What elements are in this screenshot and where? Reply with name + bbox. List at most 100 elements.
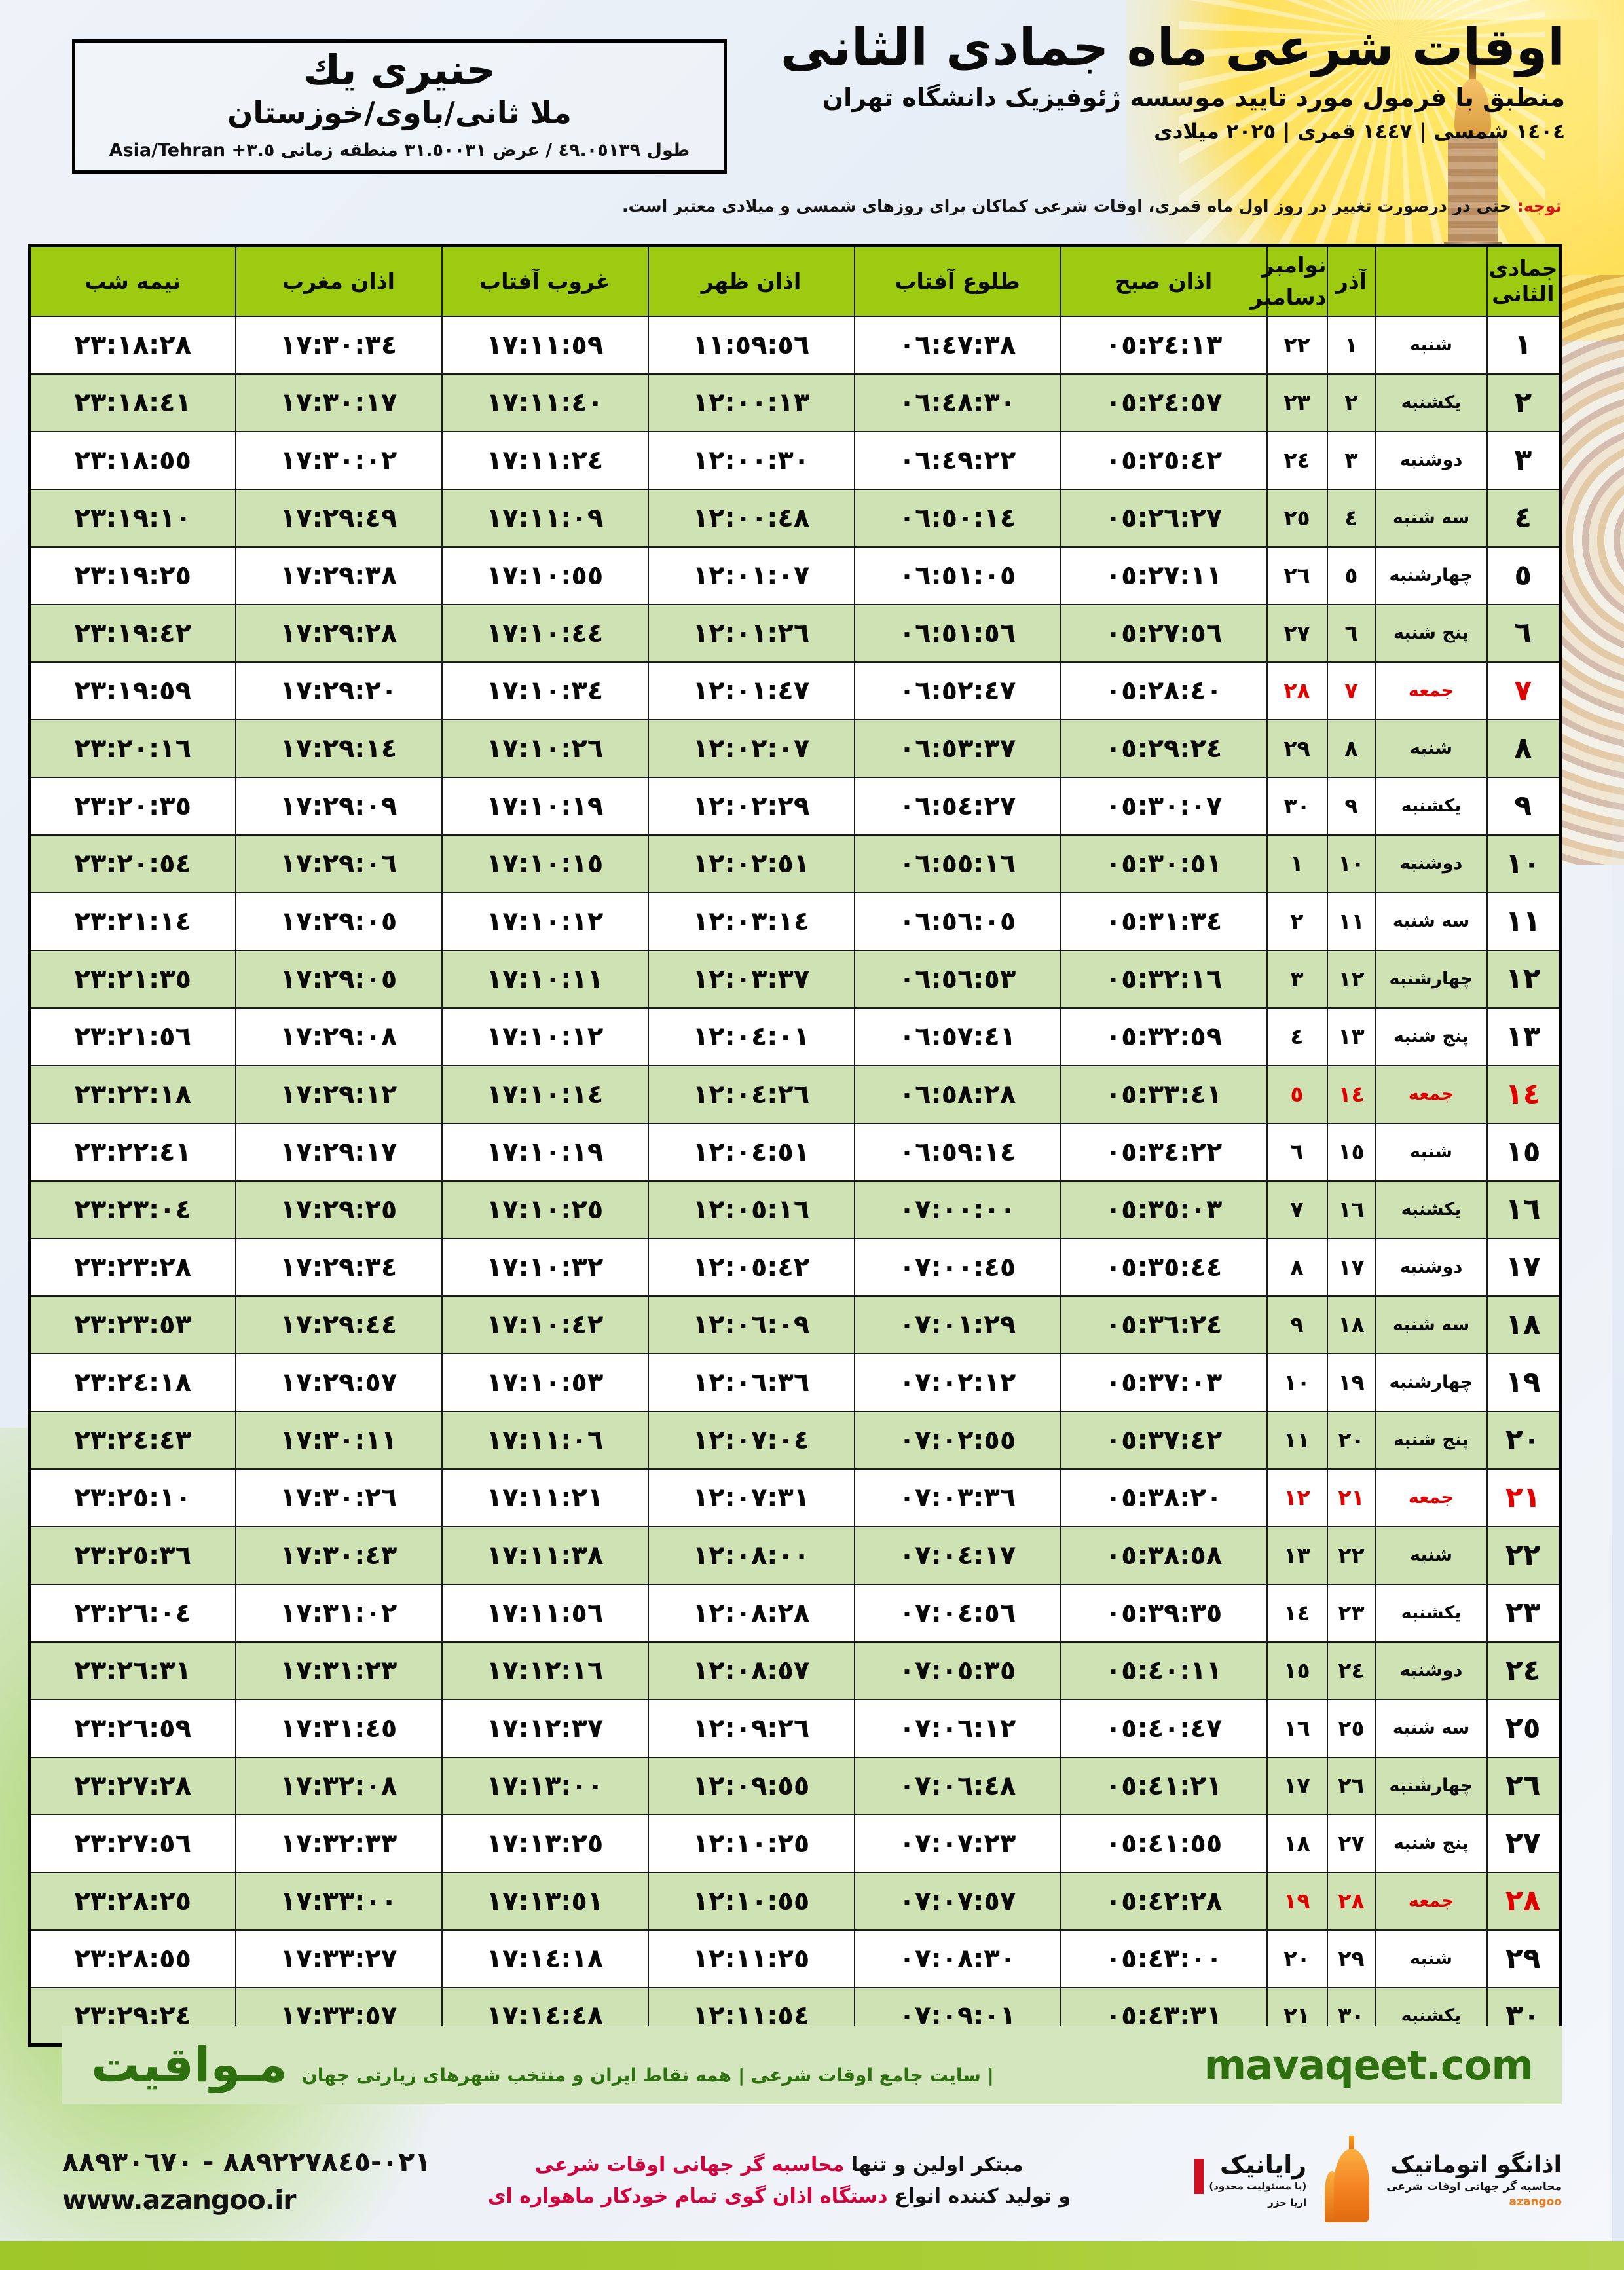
cell-fajr-time: ٠٥:٣٧:٤٢ [1060,1410,1268,1470]
table-row: ٩ یکشنبه ٩ ٣٠ ٠٥:٣٠:٠٧ ٠٦:٥٤:٢٧ ١٢:٠٢:٢٩ ١٧:١٠:… [28,776,1561,836]
table-row: ١٠ دوشنبه ١٠ ١ ٠٥:٣٠:٥١ ٠٦:٥٥:١٦ ١٢:٠٢:٥١ ١٧:١٠… [28,834,1561,893]
cell-hijri-day: ٢٠ [1486,1410,1561,1470]
cell-sunset-time: ١٧:١٠:١٩ [441,776,649,836]
cell-sunset-time: ١٧:١٠:٣٤ [441,661,649,720]
cell-weekday: یکشنبه [1375,776,1488,836]
cell-sunrise-time: ٠٦:٥١:٥٦ [853,603,1061,663]
cell-maghrib-time: ١٧:٢٩:٠٦ [234,834,443,893]
cell-gregorian-day: ٢٤ [1266,430,1328,490]
header-sunset: غروب آفتاب [441,244,649,317]
cell-gregorian-day: ١٩ [1266,1871,1328,1931]
page-subtitle: منطبق با فرمول مورد تایید موسسه ژئوفیزیک… [822,83,1565,113]
mavaqeet-brand: مـواقیت [91,2037,287,2093]
cell-maghrib-time: ١٧:٣١:٢٣ [234,1641,443,1700]
cell-gregorian-day: ٢٠ [1266,1929,1328,1988]
header-gregorian-top: نوامبر [1261,251,1327,278]
prayer-times-table: جمادی الثانی آذر نوامبر دسامبر اذان صبح … [28,244,1562,2047]
cell-jalali-day: ١٩ [1326,1352,1376,1412]
cell-sunrise-time: ٠٧:٠٤:١٧ [853,1525,1061,1585]
cell-midnight-time: ٢٣:٢٧:٢٨ [28,1756,236,1815]
cell-fajr-time: ٠٥:٣٥:٠٣ [1060,1180,1268,1239]
cell-fajr-time: ٠٥:٣٠:٠٧ [1060,776,1268,836]
cell-jalali-day: ٦ [1326,603,1376,663]
cell-weekday: شنبه [1375,718,1488,778]
cell-jalali-day: ٥ [1326,546,1376,605]
cell-weekday: پنج شنبه [1375,1814,1488,1873]
cell-weekday: شنبه [1375,1122,1488,1182]
cell-weekday: یکشنبه [1375,1180,1488,1239]
header-jalali: آذر [1326,244,1376,317]
cell-sunset-time: ١٧:١٣:٢٥ [441,1814,649,1873]
cell-sunset-time: ١٧:١٠:٢٥ [441,1180,649,1239]
cell-dhuhr-time: ١٢:٠٢:٥١ [647,834,855,893]
table-row: ١٧ دوشنبه ١٧ ٨ ٠٥:٣٥:٤٤ ٠٧:٠٠:٤٥ ١٢:٠٥:٤٢ ١٧:١٠… [28,1237,1561,1297]
cell-fajr-time: ٠٥:٣٩:٣٥ [1060,1583,1268,1643]
cell-fajr-time: ٠٥:٢٥:٤٢ [1060,430,1268,490]
azangoo-logo-text: اذانگو اتوماتیک محاسبه گر جهانی اوقات شر… [1386,2153,1562,2209]
cell-hijri-day: ٤ [1486,488,1561,548]
cell-jalali-day: ٢٧ [1326,1814,1376,1873]
cell-weekday: جمعه [1375,1468,1488,1527]
cell-midnight-time: ٢٣:٢٨:٥٥ [28,1929,236,1988]
mavaqeet-url[interactable]: mavaqeet.com [1204,2041,1534,2089]
cell-jalali-day: ٢ [1326,373,1376,432]
cell-dhuhr-time: ١٢:٠٩:٥٥ [647,1756,855,1815]
cell-gregorian-day: ٢٨ [1266,661,1328,720]
cell-midnight-time: ٢٣:٢١:١٤ [28,891,236,951]
rayaneek-sub2: اربا خزر [1268,2197,1307,2208]
header-maghrib: اذان مغرب [234,244,443,317]
cell-fajr-time: ٠٥:٣٢:٥٩ [1060,1007,1268,1066]
cell-gregorian-day: ٢٥ [1266,488,1328,548]
cell-sunset-time: ١٧:١٠:١٥ [441,834,649,893]
cell-sunrise-time: ٠٦:٤٨:٣٠ [853,373,1061,432]
cell-midnight-time: ٢٣:٢٣:٠٤ [28,1180,236,1239]
cell-hijri-day: ٢١ [1486,1468,1561,1527]
cell-hijri-day: ١٤ [1486,1064,1561,1124]
cell-sunset-time: ١٧:١١:٣٨ [441,1525,649,1585]
cell-gregorian-day: ١١ [1266,1410,1328,1470]
cell-hijri-day: ٢٤ [1486,1641,1561,1700]
header-fajr: اذان صبح [1060,244,1268,317]
cell-gregorian-day: ٣٠ [1266,776,1328,836]
location-subtitle: ملا ثانی/باوی/خوزستان [227,95,572,131]
cell-sunrise-time: ٠٦:٥٣:٣٧ [853,718,1061,778]
cell-sunrise-time: ٠٦:٥٩:١٤ [853,1122,1061,1182]
cell-midnight-time: ٢٣:٢٣:٢٨ [28,1237,236,1297]
promo-line-2-highlight: دستگاه اذان گوی تمام خودکار ماهواره ای [488,2185,888,2208]
cell-fajr-time: ٠٥:٢٤:١٣ [1060,315,1268,375]
cell-sunset-time: ١٧:١٤:١٨ [441,1929,649,1988]
cell-hijri-day: ٢٧ [1486,1814,1561,1873]
note-tag: توجه: [1517,196,1562,215]
cell-gregorian-day: ١ [1266,834,1328,893]
table-row: ١٢ چهارشنبه ١٢ ٣ ٠٥:٣٢:١٦ ٠٦:٥٦:٥٣ ١٢:٠٣:٣٧ ١٧:… [28,949,1561,1009]
cell-sunset-time: ١٧:١٠:١٢ [441,1007,649,1066]
cell-midnight-time: ٢٣:١٩:٤٢ [28,603,236,663]
contact-block: ٠٢١-٨٨٩٢٢٧٨٤٥ - ٨٨٩٣٠٦٧٠ www.azangoo.ir [62,2146,468,2216]
cell-fajr-time: ٠٥:٣٨:٢٠ [1060,1468,1268,1527]
cell-sunrise-time: ٠٧:٠٥:٣٥ [853,1641,1061,1700]
cell-weekday: چهارشنبه [1375,546,1488,605]
cell-weekday: چهارشنبه [1375,949,1488,1009]
cell-gregorian-day: ٦ [1266,1122,1328,1182]
cell-midnight-time: ٢٣:٢٤:١٨ [28,1352,236,1412]
cell-fajr-time: ٠٥:٣١:٣٤ [1060,891,1268,951]
cell-sunrise-time: ٠٧:٠٧:٢٣ [853,1814,1061,1873]
table-head: جمادی الثانی آذر نوامبر دسامبر اذان صبح … [28,244,1561,317]
table-row: ٨ شنبه ٨ ٢٩ ٠٥:٢٩:٢٤ ٠٦:٥٣:٣٧ ١٢:٠٢:٠٧ ١٧:١٠:٢٦… [28,718,1561,778]
cell-sunset-time: ١٧:١٠:٥٣ [441,1352,649,1412]
cell-jalali-day: ٢٢ [1326,1525,1376,1585]
cell-midnight-time: ٢٣:٢٠:١٦ [28,718,236,778]
cell-dhuhr-time: ١٢:٠٦:٠٩ [647,1295,855,1354]
cell-midnight-time: ٢٣:١٩:٢٥ [28,546,236,605]
cell-gregorian-day: ١٢ [1266,1468,1328,1527]
cell-sunset-time: ١٧:١٠:٤٤ [441,603,649,663]
cell-gregorian-day: ٩ [1266,1295,1328,1354]
cell-dhuhr-time: ١٢:٠١:٢٦ [647,603,855,663]
cell-maghrib-time: ١٧:٢٩:٢٥ [234,1180,443,1239]
cell-dhuhr-time: ١٢:١٠:٥٥ [647,1871,855,1931]
cell-gregorian-day: ٧ [1266,1180,1328,1239]
cell-gregorian-day: ١٧ [1266,1756,1328,1815]
cell-sunset-time: ١٧:١٣:٠٠ [441,1756,649,1815]
cell-weekday: جمعه [1375,1064,1488,1124]
contact-website[interactable]: www.azangoo.ir [62,2184,297,2216]
